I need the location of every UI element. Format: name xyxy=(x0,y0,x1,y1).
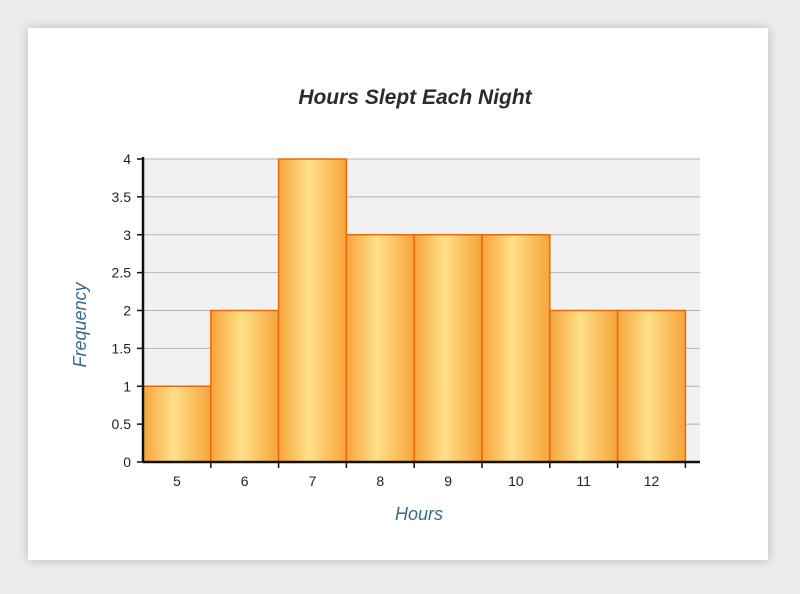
chart-card: 0 0.5 1 1.5 2 2.5 3 3.5 4 5 6 7 8 9 10 11 12 Hours Slep… xyxy=(28,28,768,560)
histogram-chart: 0 0.5 1 1.5 2 2.5 3 3.5 4 5 6 7 8 9 10 11 12 Hours Slep… xyxy=(70,86,700,524)
x-tick-labels: 5 6 7 8 9 10 11 12 xyxy=(173,473,659,489)
histogram-bar xyxy=(345,234,415,463)
histogram-bar xyxy=(277,158,348,463)
x-tick-label: 12 xyxy=(644,473,660,489)
x-tick-label: 10 xyxy=(508,473,524,489)
x-tick-label: 9 xyxy=(444,473,452,489)
y-tick-label: 3.5 xyxy=(112,189,132,205)
y-tick-label: 0 xyxy=(123,454,131,470)
x-tick-label: 8 xyxy=(376,473,384,489)
y-tick-labels: 0 0.5 1 1.5 2 2.5 3 3.5 4 xyxy=(112,151,132,470)
histogram-bar xyxy=(413,234,483,463)
x-axis-label: Hours xyxy=(395,504,443,524)
chart-title: Hours Slept Each Night xyxy=(298,86,532,109)
x-tick-label: 5 xyxy=(173,473,181,489)
histogram-bar xyxy=(616,309,687,463)
y-axis-label: Frequency xyxy=(70,281,90,367)
histogram-bar xyxy=(481,234,551,463)
y-tick-label: 4 xyxy=(123,151,131,167)
x-tick-label: 7 xyxy=(309,473,317,489)
histogram-bar xyxy=(549,309,619,463)
histogram-bar xyxy=(210,309,280,463)
y-tick-label: 1 xyxy=(123,378,131,394)
y-tick-label: 3 xyxy=(123,227,131,243)
y-tick-label: 2.5 xyxy=(112,265,132,281)
y-tick-label: 0.5 xyxy=(112,416,132,432)
histogram-bar xyxy=(142,385,212,463)
x-tick-label: 11 xyxy=(576,473,591,489)
y-tick-label: 1.5 xyxy=(112,340,132,356)
axes xyxy=(137,157,700,468)
y-tick-label: 2 xyxy=(123,303,131,319)
bars xyxy=(142,158,687,463)
x-tick-label: 6 xyxy=(241,473,249,489)
